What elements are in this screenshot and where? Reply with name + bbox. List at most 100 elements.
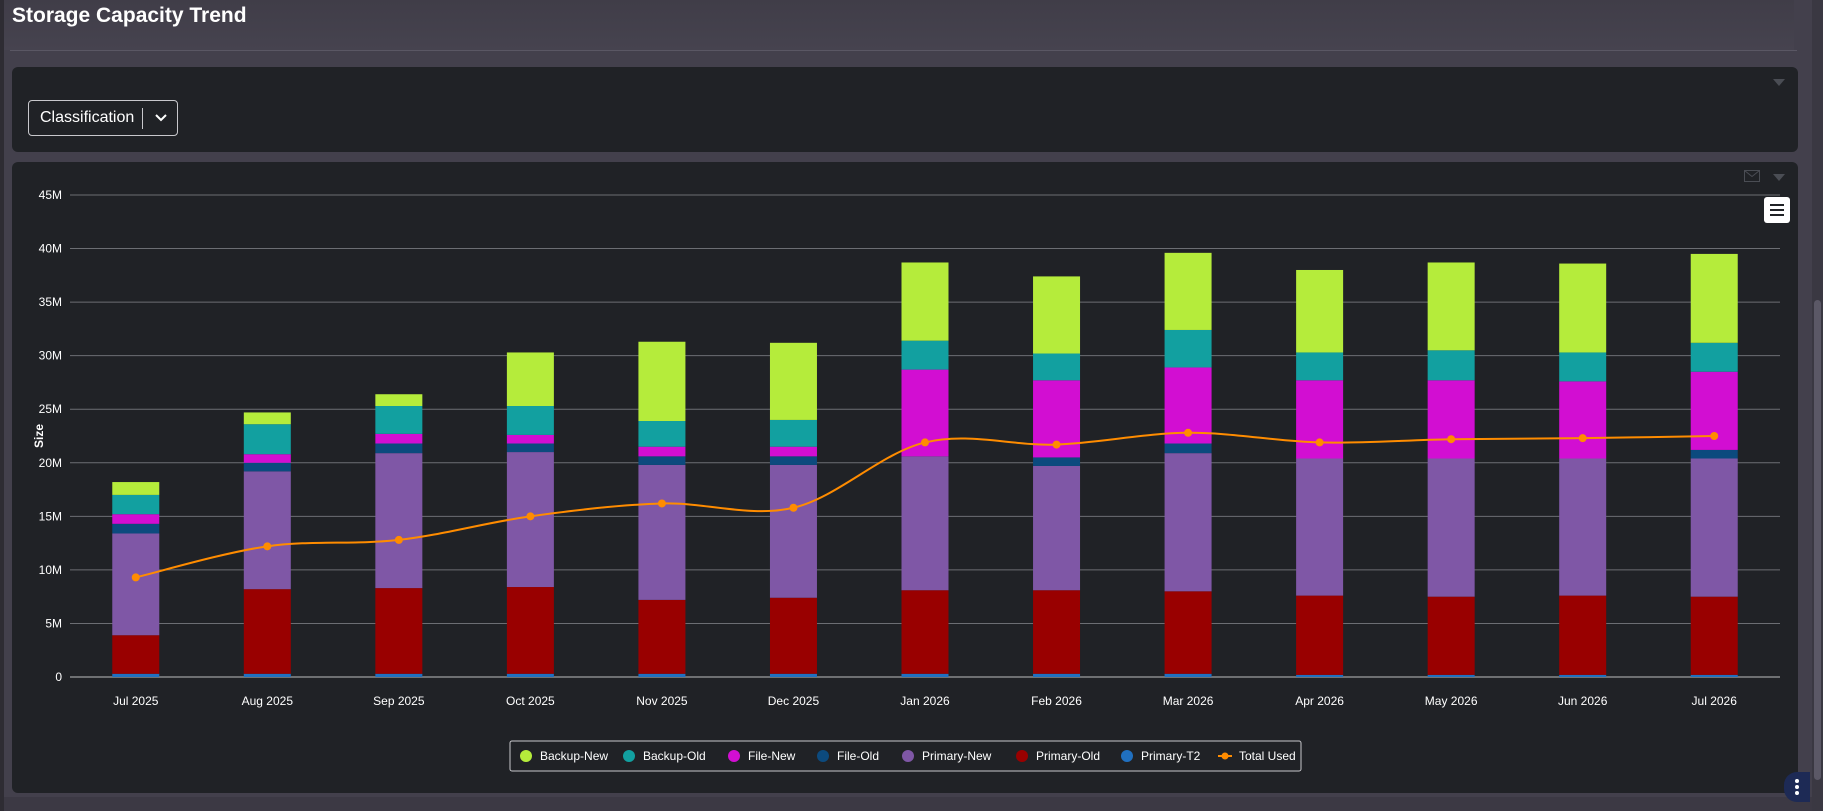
legend-marker-icon: [1221, 752, 1229, 760]
x-tick-label: Jan 2026: [900, 694, 950, 708]
legend-item-primary-old[interactable]: Primary-Old: [1016, 749, 1100, 763]
bar-backup-new: [375, 394, 423, 407]
kebab-icon: [1795, 779, 1799, 783]
legend-item-primary-t2[interactable]: Primary-T2: [1121, 749, 1201, 763]
legend-marker-icon: [1016, 750, 1028, 762]
bar-file-old: [1690, 449, 1738, 459]
bar-primary-old: [638, 599, 686, 674]
legend-label: File-New: [748, 749, 796, 763]
legend-item-backup-old[interactable]: Backup-Old: [623, 749, 706, 763]
bar-file-new: [769, 446, 817, 457]
legend-item-total-used[interactable]: Total Used: [1218, 749, 1296, 763]
bar-backup-old: [112, 494, 160, 515]
legend-item-primary-new[interactable]: Primary-New: [902, 749, 992, 763]
legend-item-file-old[interactable]: File-Old: [817, 749, 879, 763]
bar-primary-new: [112, 533, 160, 636]
total-used-point: [526, 512, 535, 521]
chart-menu-button[interactable]: [1764, 197, 1790, 223]
more-options-button[interactable]: [1784, 772, 1810, 802]
bar-backup-new: [1033, 276, 1081, 354]
bar-file-new: [243, 454, 291, 463]
bar-primary-t2: [901, 673, 949, 677]
bar-file-old: [506, 443, 554, 453]
bar-backup-old: [1427, 350, 1475, 381]
classification-dropdown[interactable]: Classification: [28, 100, 178, 136]
x-tick-label: Sep 2025: [373, 694, 425, 708]
total-used-point: [789, 503, 798, 512]
bar-primary-old: [1427, 596, 1475, 675]
bar-primary-t2: [506, 673, 554, 677]
bar-file-new: [1427, 380, 1475, 459]
y-tick-label: 35M: [39, 295, 62, 309]
bar-primary-old: [1164, 591, 1212, 674]
classification-dropdown-value: Classification: [40, 109, 135, 126]
bar-file-old: [1164, 443, 1212, 454]
chevron-down-icon: [155, 114, 167, 122]
bar-file-new: [1559, 381, 1607, 459]
x-tick-label: Jun 2026: [1558, 694, 1608, 708]
total-used-point: [1447, 435, 1456, 444]
bar-primary-new: [1296, 458, 1344, 596]
mail-icon[interactable]: [1744, 170, 1760, 182]
legend-label: Backup-New: [540, 749, 608, 763]
bar-backup-new: [1427, 262, 1475, 351]
bar-primary-new: [243, 471, 291, 590]
bar-primary-old: [112, 635, 160, 674]
y-tick-label: 40M: [39, 242, 62, 256]
bar-file-old: [1033, 457, 1081, 466]
bar-primary-old: [769, 597, 817, 674]
bar-backup-new: [1296, 269, 1344, 353]
bar-backup-old: [901, 340, 949, 370]
bar-primary-old: [375, 588, 423, 674]
page-title: Storage Capacity Trend: [12, 4, 247, 27]
bar-backup-old: [1164, 329, 1212, 368]
bar-primary-old: [1296, 595, 1344, 675]
bar-file-old: [112, 523, 160, 534]
bar-primary-old: [243, 589, 291, 674]
bar-backup-old: [1559, 352, 1607, 382]
legend-item-file-new[interactable]: File-New: [728, 749, 796, 763]
bar-primary-t2: [375, 673, 423, 677]
bar-primary-old: [1033, 590, 1081, 674]
legend-marker-icon: [623, 750, 635, 762]
window-left-edge: [0, 0, 4, 811]
bar-primary-new: [1427, 458, 1475, 597]
x-tick-label: Nov 2025: [636, 694, 688, 708]
bar-primary-t2: [638, 673, 686, 677]
bar-file-old: [243, 462, 291, 472]
legend-label: Total Used: [1239, 749, 1296, 763]
bar-backup-old: [638, 421, 686, 447]
bar-backup-new: [901, 262, 949, 341]
total-used-point: [1710, 432, 1719, 440]
dropdown-divider: [142, 108, 143, 129]
bar-primary-t2: [243, 673, 291, 677]
header-divider: [10, 50, 1797, 51]
scrollbar-thumb[interactable]: [1814, 300, 1821, 780]
bar-primary-t2: [1690, 674, 1738, 677]
filter-panel: Classification: [12, 67, 1798, 152]
total-used-point: [263, 542, 272, 551]
legend-marker-icon: [728, 750, 740, 762]
legend-label: Backup-Old: [643, 749, 706, 763]
bar-primary-new: [638, 464, 686, 600]
legend-item-backup-new[interactable]: Backup-New: [520, 749, 608, 763]
legend-marker-icon: [902, 750, 914, 762]
bar-primary-t2: [1559, 674, 1607, 677]
bar-backup-new: [1164, 252, 1212, 330]
y-tick-label: 0: [55, 670, 62, 684]
chart-panel-collapse-icon[interactable]: [1773, 174, 1785, 181]
total-used-point: [394, 535, 403, 544]
total-used-point: [1052, 440, 1061, 449]
x-tick-label: Dec 2025: [768, 694, 820, 708]
bar-file-new: [1296, 380, 1344, 459]
x-tick-label: Feb 2026: [1031, 694, 1082, 708]
legend-label: Primary-T2: [1141, 749, 1201, 763]
legend-label: Primary-Old: [1036, 749, 1100, 763]
hamburger-icon: [1770, 204, 1784, 206]
bar-primary-old: [506, 587, 554, 674]
total-used-point: [657, 499, 666, 508]
bar-backup-old: [375, 406, 423, 434]
total-used-point: [131, 573, 140, 582]
filter-panel-collapse-icon[interactable]: [1773, 79, 1785, 86]
legend-marker-icon: [1121, 750, 1133, 762]
